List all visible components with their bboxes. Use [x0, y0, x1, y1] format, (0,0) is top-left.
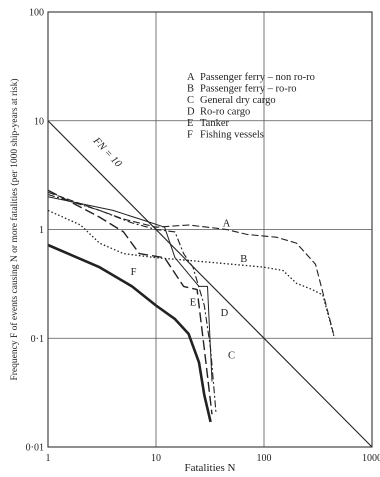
series-line-f [47, 243, 212, 423]
legend-entry: Passenger ferry – non ro-ro [200, 72, 315, 83]
y-tick-label: 100 [29, 8, 44, 19]
legend-entry: Passenger ferry – ro-ro [200, 84, 297, 95]
legend-key: D [187, 107, 195, 118]
legend-key: B [187, 84, 194, 95]
legend-key: A [187, 72, 195, 83]
y-tick-label: 1 [39, 225, 44, 236]
y-axis-title: Frequency F of events causing N or more … [9, 78, 20, 380]
x-tick-label: 1 [46, 453, 51, 464]
y-tick-label: 0·01 [26, 443, 44, 454]
series-line-e [47, 189, 213, 415]
x-tick-label: 100 [257, 453, 272, 464]
series-line-d [47, 196, 213, 382]
legend: A Passenger ferry – non ro-ro B Passenger f… [187, 72, 315, 141]
legend-key: F [187, 130, 193, 141]
fn-line [47, 120, 373, 448]
legend-entry: General dry cargo [200, 95, 276, 106]
y-tick-label: 10 [34, 116, 44, 127]
series-label-a: A [223, 219, 231, 230]
legend-entry: Tanker [200, 118, 230, 129]
fn-line-label: FN = 10 [90, 135, 124, 170]
y-tick-label: 0·1 [31, 334, 44, 345]
x-tick-label: 1000 [362, 453, 380, 464]
series-layer: A B C D E F [47, 189, 336, 423]
series-line-c [47, 193, 217, 415]
series-label-d: D [221, 308, 229, 319]
x-axis-title: Fatalities N [184, 462, 235, 474]
legend-key: E [187, 118, 193, 129]
tick-labels: 1 10 100 1000 100 10 1 0·1 0·01 [26, 8, 380, 465]
series-label-c: C [228, 351, 235, 362]
legend-entry: Ro-ro cargo [200, 107, 250, 118]
series-label-b: B [240, 254, 247, 265]
series-label-f: F [131, 267, 137, 278]
plot-border [47, 11, 373, 448]
series-label-e: E [190, 298, 196, 309]
legend-key: C [187, 95, 194, 106]
x-tick-label: 10 [151, 453, 161, 464]
plot-frame [47, 11, 373, 448]
series-line-b [47, 209, 336, 339]
legend-entry: Fishing vessels [200, 130, 264, 141]
